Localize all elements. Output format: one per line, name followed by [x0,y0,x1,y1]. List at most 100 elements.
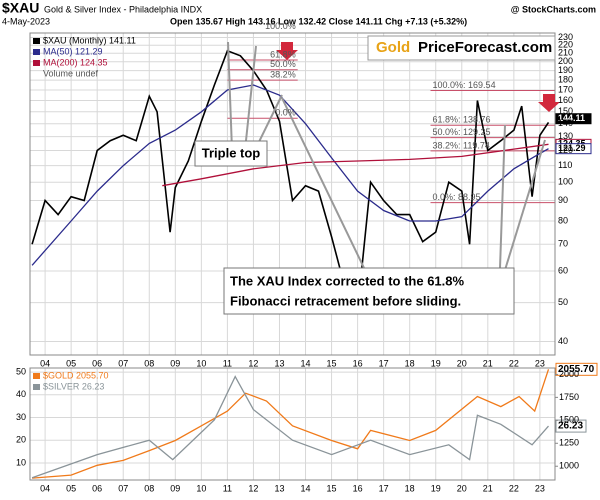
fib-label: 61.8% [270,49,296,59]
callout-line [499,124,506,269]
fib-label: 0.0%: 88.95 [433,192,481,202]
y-tick-label: 40 [558,336,568,346]
x-tick-label: 18 [405,483,415,493]
x-tick-label: 22 [509,358,519,368]
series-line [31,49,550,313]
x-tick-label: 07 [118,358,128,368]
x-tick-label: 14 [301,358,311,368]
x-tick-label: 19 [431,358,441,368]
annotation-box [194,140,268,167]
callout-line [227,41,233,151]
y2-tick-label: 1250 [559,438,579,448]
price-tag: 26.23 [558,421,583,432]
callout-line [504,139,546,271]
price-tag-box [555,419,587,433]
y-tick-label: 130 [558,131,573,141]
x-tick-label: 04 [40,358,50,368]
annotation-box [223,267,515,315]
legend-swatch [33,60,40,66]
logo-gold: Gold [376,39,410,56]
y-tick-label: 70 [558,239,568,249]
x-tick-label: 06 [92,483,102,493]
price-tag: 2055.70 [558,364,595,375]
date: 4-May-2023 [2,16,50,26]
logo-box [367,35,556,61]
legend-label: MA(200) 124.35 [43,57,108,67]
y-tick-label: 60 [558,265,568,275]
x-tick-label: 08 [144,483,154,493]
y-tick-label: 230 [558,32,573,42]
x-tick-label: 23 [535,358,545,368]
top-frame [29,32,556,356]
y-tick-label: 20 [16,435,26,445]
x-tick-label: 08 [144,358,154,368]
price-tag-box [555,113,592,125]
y-tick-label: 10 [16,457,26,467]
y-tick-label: 190 [558,65,573,75]
x-tick-label: 19 [431,483,441,493]
price-tag-box [555,143,592,155]
legend-label: $GOLD 2055.70 [43,370,109,380]
x-tick-label: 11 [223,483,232,493]
ratio-layer [31,369,550,479]
y-tick-label: 90 [558,195,568,205]
x-tick-label: 16 [353,483,363,493]
y-tick-label: 100 [558,177,573,187]
x-tick-label: 20 [457,358,467,368]
y-tick-label: 30 [16,412,26,422]
annotation: Fibonacci retracement before sliding. [230,293,461,308]
x-tick-label: 17 [379,358,389,368]
legend-label: MA(50) 121.29 [43,46,103,56]
price-tag-box [555,362,598,376]
x-tick-label: 04 [40,483,50,493]
y-tick-label: 50 [558,297,568,307]
x-tick-label: 16 [353,358,363,368]
fib-label: 100.0% [265,21,296,31]
y-tick-label: 80 [558,215,568,225]
annotation: The XAU Index corrected to the 61.8% [230,273,465,288]
y-tick-label: 140 [558,118,573,128]
series-line [31,375,549,479]
arrow [276,42,298,60]
x-tick-label: 15 [327,358,337,368]
logo-site: PriceForecast.com [418,39,552,56]
price-tag: 144.11 [558,113,585,123]
annotation: Triple top [202,145,261,160]
y-tick-label: 40 [16,389,26,399]
legend-swatch [33,373,40,379]
fib-label: 50.0%: 129.25 [433,127,491,137]
y2-tick-label: 1500 [559,415,579,425]
y2-tick-label: 2000 [559,369,579,379]
y-tick-label: 180 [558,74,573,84]
x-tick-label: 13 [274,483,284,493]
y-tick-label: 50 [16,366,26,376]
y2-tick-label: 1000 [559,461,579,471]
annotation-layer: Triple top The XAU Index corrected to th… [194,41,598,433]
x-tick-label: 05 [66,483,76,493]
source: @ StockCharts.com [511,4,596,14]
price-tag: 121.29 [558,143,586,153]
fib-label: 50.0% [270,59,296,69]
x-tick-label: 20 [457,483,467,493]
y-tick-label: 200 [558,56,573,66]
quote: Open 135.67 High 143.16 Low 132.42 Close… [170,16,467,26]
y-tick-label: 150 [558,106,573,116]
x-tick-label: 21 [483,358,493,368]
fib-label: 38.2% [270,69,296,79]
x-tick-label: 23 [535,483,545,493]
legend-label: $SILVER 26.23 [43,381,104,391]
x-tick-label: 12 [248,483,258,493]
x-tick-label: 12 [248,358,258,368]
x-tick-label: 11 [223,358,232,368]
price-layer [31,49,555,313]
bottom-frame [29,367,556,481]
logo: Gold PriceForecast.com [367,35,556,61]
x-tick-label: 14 [301,483,311,493]
x-tick-label: 09 [170,483,180,493]
fib-label: 0.0% [275,108,296,118]
y-tick-label: 120 [558,145,573,155]
x-tick-label: 06 [92,358,102,368]
series-line [162,143,549,187]
y-tick-label: 110 [558,160,572,170]
